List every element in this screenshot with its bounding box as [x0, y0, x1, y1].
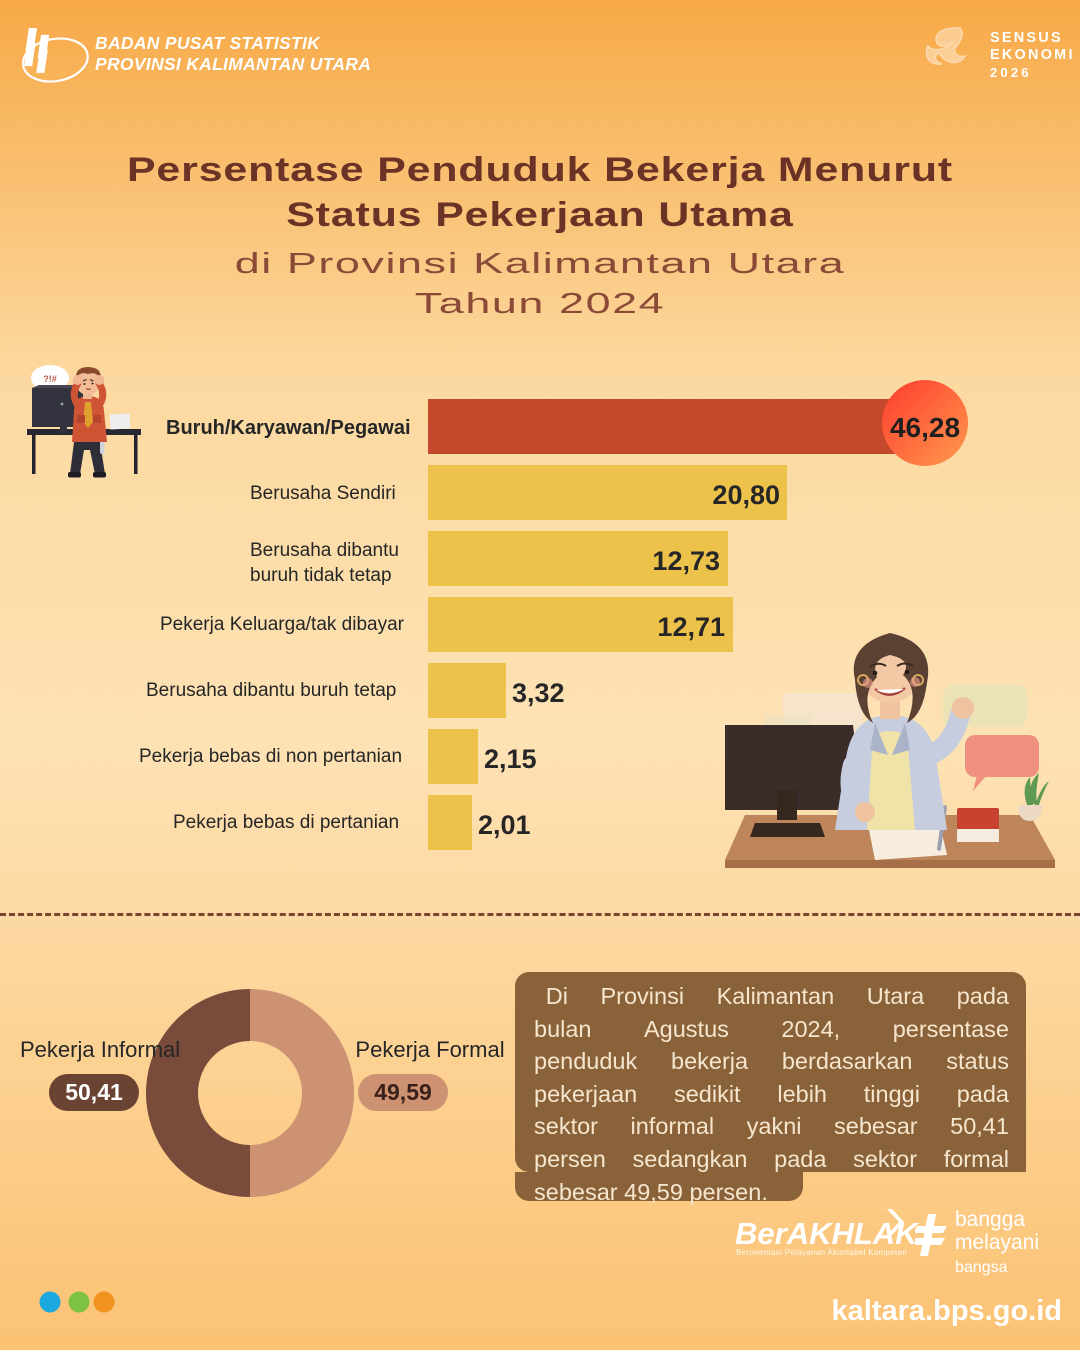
svg-text:?!#: ?!#	[43, 374, 57, 384]
